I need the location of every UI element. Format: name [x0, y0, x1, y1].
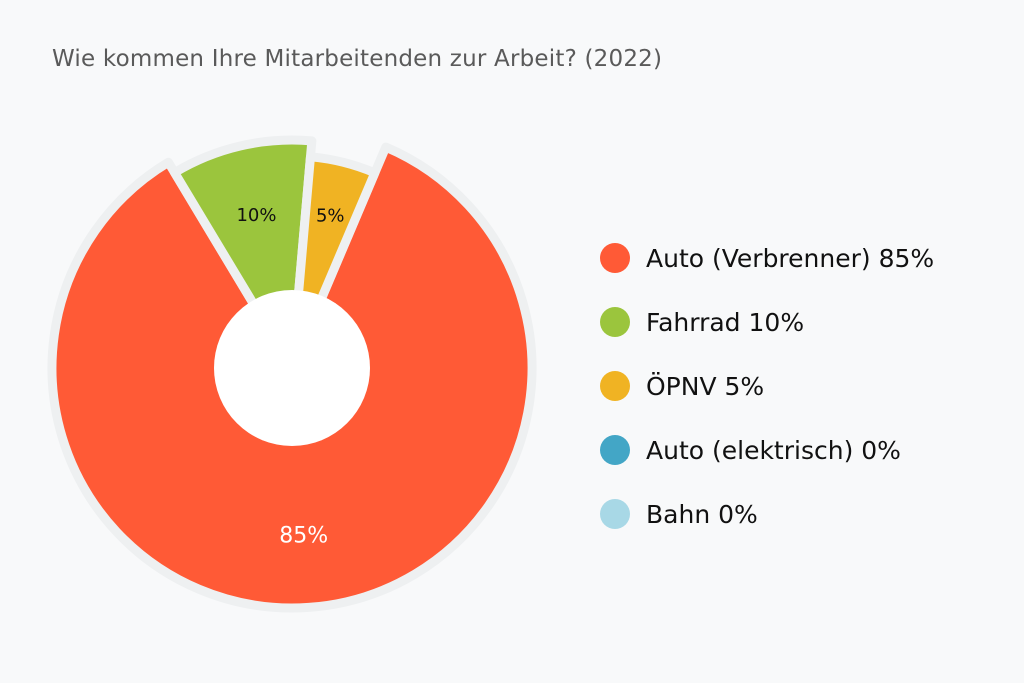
data-label: 5% — [316, 206, 345, 227]
legend-item-auto-elektrisch[interactable]: Auto (elektrisch) 0% — [600, 418, 934, 482]
legend: Auto (Verbrenner) 85% Fahrrad 10% ÖPNV 5… — [600, 226, 934, 546]
legend-item-fahrrad[interactable]: Fahrrad 10% — [600, 290, 934, 354]
data-label: 85% — [279, 524, 328, 549]
legend-label: Auto (Verbrenner) 85% — [646, 243, 935, 273]
legend-item-bahn[interactable]: Bahn 0% — [600, 482, 934, 546]
legend-swatch — [600, 243, 630, 273]
legend-label: ÖPNV 5% — [646, 371, 765, 401]
legend-label: Auto (elektrisch) 0% — [646, 435, 901, 465]
donut-hole — [214, 290, 370, 446]
data-label: 10% — [236, 205, 276, 226]
legend-swatch — [600, 435, 630, 465]
donut-chart: 85% 10% 5% — [52, 140, 532, 608]
legend-item-oepnv[interactable]: ÖPNV 5% — [600, 354, 934, 418]
legend-swatch — [600, 307, 630, 337]
legend-item-auto-verbrenner[interactable]: Auto (Verbrenner) 85% — [600, 226, 934, 290]
legend-swatch — [600, 499, 630, 529]
legend-label: Bahn 0% — [646, 499, 758, 529]
legend-swatch — [600, 371, 630, 401]
chart-title: Wie kommen Ihre Mitarbeitenden zur Arbei… — [52, 46, 663, 72]
legend-label: Fahrrad 10% — [646, 307, 805, 337]
